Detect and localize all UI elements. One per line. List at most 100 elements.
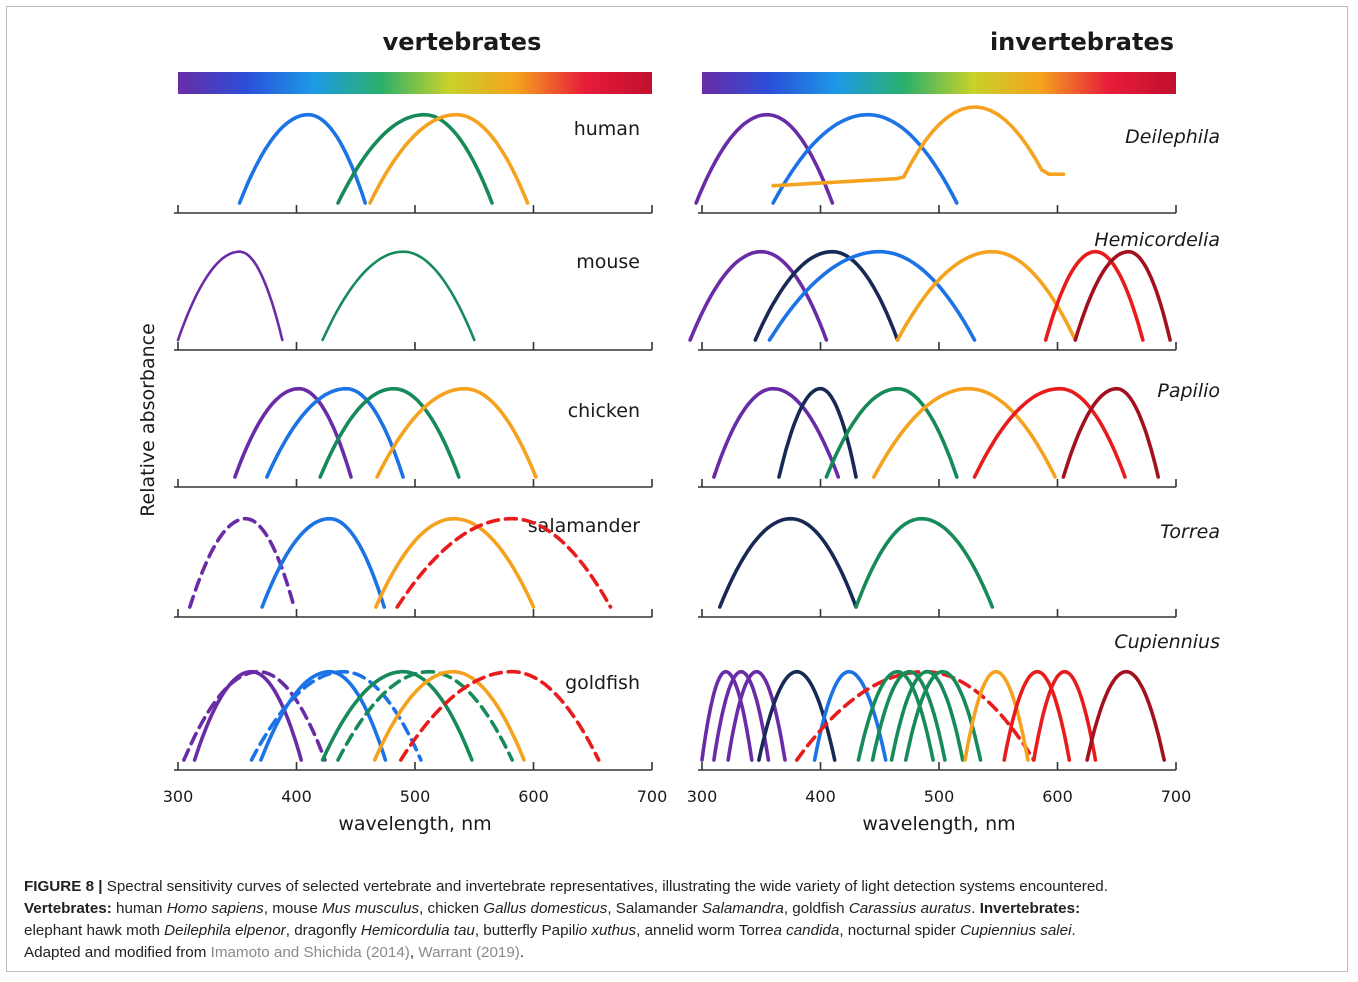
sensitivity-curve [972, 386, 1127, 479]
caption-species: Homo sapiens [166, 900, 264, 917]
sensitivity-curve [895, 249, 1078, 342]
species-row-torrea: Torrea [698, 516, 1220, 618]
species-label: Hemicordelia [1094, 229, 1220, 251]
species-label: Torrea [1160, 521, 1220, 543]
species-row-hemicordelia: Hemicordelia [688, 229, 1220, 351]
caption-text: elephant hawk moth [24, 922, 165, 939]
sensitivity-curve [318, 386, 461, 479]
sensitivity-curve [233, 386, 353, 479]
sensitivity-curve [321, 250, 476, 342]
x-tick-label: 700 [1161, 787, 1192, 806]
caption-species: Hemicordulia tau [360, 922, 475, 939]
species-label: chicken [568, 400, 640, 422]
spectrum-bar [178, 72, 652, 94]
x-tick-label: 300 [163, 787, 194, 806]
sensitivity-curve [771, 112, 959, 205]
species-label: goldfish [565, 672, 640, 694]
sensitivity-curve [726, 669, 787, 762]
panel-title: vertebrates [383, 28, 542, 56]
species-label: human [574, 118, 640, 140]
caption-vertebrates-label: Vertebrates: [24, 900, 112, 917]
reference-link[interactable]: Imamoto and Shichida (2014) [210, 944, 410, 961]
caption-text: . [971, 900, 980, 917]
sensitivity-curve [375, 386, 538, 479]
y-axis-label: Relative absorbance [137, 323, 159, 517]
sensitivity-curve [1073, 249, 1172, 342]
species-label: mouse [576, 251, 640, 273]
sensitivity-curve [1032, 669, 1098, 762]
sensitivity-curve [372, 669, 526, 762]
sensitivity-curve [374, 516, 536, 609]
x-tick-label: 300 [687, 787, 718, 806]
caption-text: Adapted and modified from [24, 944, 211, 961]
x-tick-label: 400 [281, 787, 312, 806]
caption-text: . [1071, 922, 1076, 939]
sensitivity-curve [694, 112, 835, 205]
spectral-sensitivity-figure: Relative absorbance vertebrates human mouse… [137, 28, 1220, 835]
species-row-goldfish: goldfish [174, 669, 653, 771]
sensitivity-curve [872, 386, 1057, 479]
caption-text: Spectral sensitivity curves of selected … [102, 878, 1108, 895]
sensitivity-curve [182, 669, 327, 762]
sensitivity-curve [889, 669, 965, 762]
caption-species: Carassius auratus [848, 900, 972, 917]
sensitivity-curve [320, 669, 474, 762]
species-row-chicken: chicken [174, 386, 653, 488]
caption-text: human [111, 900, 167, 917]
sensitivity-curve [777, 386, 858, 479]
x-tick-label: 600 [1042, 787, 1073, 806]
sensitivity-curve [259, 669, 388, 762]
sensitivity-curve [336, 112, 494, 205]
sensitivity-curve [904, 669, 983, 762]
sensitivity-curve [265, 386, 405, 479]
caption-text: , [409, 944, 419, 961]
sensitivity-curve [260, 516, 386, 609]
caption-species: Mus musculus [322, 900, 420, 917]
x-tick-label: 500 [400, 787, 431, 806]
x-tick-label: 500 [924, 787, 955, 806]
sensitivity-curve [1085, 669, 1166, 762]
caption-species: ea candida [765, 922, 840, 939]
sensitivity-curve [771, 105, 1066, 188]
caption-text: , dragonfly [285, 922, 361, 939]
caption-species: Cupiennius salei [960, 922, 1072, 939]
figure-frame [6, 6, 1348, 972]
reference-link[interactable]: Warrant (2019) [418, 944, 520, 961]
x-axis-label: wavelength, nm [862, 813, 1015, 835]
species-row-mouse: mouse [174, 250, 653, 351]
x-axis-label: wavelength, nm [338, 813, 491, 835]
sensitivity-curve [336, 669, 514, 762]
sensitivity-curve [753, 249, 900, 342]
sensitivity-curve [188, 516, 296, 609]
sensitivity-curve [1043, 249, 1145, 342]
caption-text: , Salamander [607, 900, 702, 917]
caption-text: , chicken [419, 900, 484, 917]
caption-species: io xuthus [575, 922, 637, 939]
sensitivity-curve [963, 669, 1030, 762]
species-label: Deilephila [1125, 126, 1220, 148]
sensitivity-curve [249, 669, 423, 762]
sensitivity-curve [1061, 386, 1160, 479]
sensitivity-curve [688, 249, 829, 342]
species-row-salamander: salamander [174, 515, 653, 618]
species-row-deilephila: Deilephila [694, 105, 1220, 214]
sensitivity-curve [718, 516, 858, 609]
species-row-human: human [174, 112, 653, 214]
spectrum-bar [702, 72, 1176, 94]
species-row-papilio: Papilio [698, 380, 1220, 488]
caption-species: Salamandra [701, 900, 784, 917]
caption-text: , nocturnal spider [839, 922, 961, 939]
sensitivity-curve [237, 112, 367, 205]
caption-text: , annelid worm Torr [636, 922, 765, 939]
caption-text: , goldfish [783, 900, 849, 917]
caption-invertebrates-label: Invertebrates: [979, 900, 1081, 917]
sensitivity-curve [700, 669, 754, 762]
x-tick-label: 400 [805, 787, 836, 806]
x-tick-label: 600 [518, 787, 549, 806]
species-label: Cupiennius [1114, 631, 1220, 653]
sensitivity-curve [399, 669, 601, 762]
caption-text: , mouse [263, 900, 323, 917]
sensitivity-curve [856, 669, 935, 762]
species-row-cupiennius: Cupiennius [698, 631, 1220, 771]
caption-species: Gallus domesticus [483, 900, 608, 917]
